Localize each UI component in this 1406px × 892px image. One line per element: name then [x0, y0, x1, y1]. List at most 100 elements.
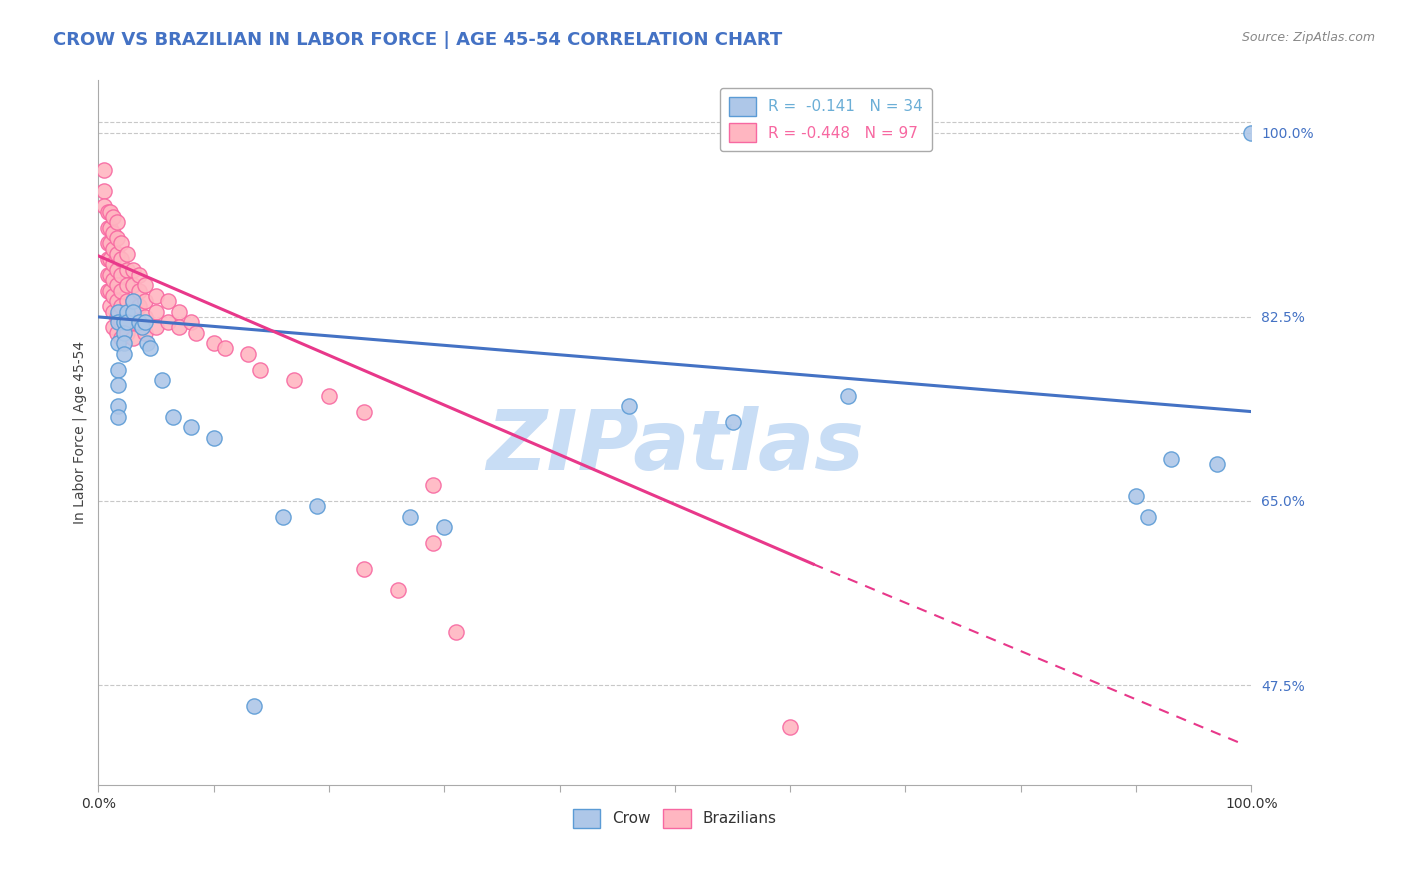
Point	[98, 204, 121, 219]
Point	[103, 226, 125, 240]
Point	[110, 315, 132, 329]
Point	[202, 336, 225, 351]
Point	[1136, 509, 1159, 524]
Point	[98, 236, 121, 251]
Y-axis label: In Labor Force | Age 45-54: In Labor Force | Age 45-54	[73, 341, 87, 524]
Point	[422, 478, 444, 492]
Point	[214, 342, 236, 356]
Point	[105, 215, 128, 229]
Point	[97, 220, 120, 235]
Point	[433, 520, 456, 534]
Point	[122, 294, 145, 309]
Point	[243, 699, 266, 714]
Point	[103, 210, 125, 224]
Point	[238, 347, 260, 361]
Point	[110, 252, 132, 266]
Point	[117, 294, 139, 309]
Point	[98, 220, 121, 235]
Point	[186, 326, 208, 340]
Point	[128, 315, 150, 329]
Point	[103, 242, 125, 256]
Point	[107, 315, 129, 329]
Point	[353, 562, 375, 576]
Point	[128, 300, 150, 314]
Point	[307, 500, 329, 514]
Point	[156, 294, 179, 309]
Point	[1240, 126, 1263, 140]
Point	[107, 400, 129, 414]
Point	[117, 310, 139, 324]
Point	[134, 278, 156, 293]
Point	[105, 294, 128, 309]
Point	[117, 278, 139, 293]
Point	[105, 247, 128, 261]
Point	[112, 315, 135, 329]
Point	[387, 583, 409, 598]
Point	[1125, 489, 1147, 503]
Point	[131, 320, 153, 334]
Point	[122, 315, 145, 329]
Point	[145, 289, 167, 303]
Point	[103, 289, 125, 303]
Point	[98, 252, 121, 266]
Point	[103, 273, 125, 287]
Point	[134, 326, 156, 340]
Point	[117, 304, 139, 318]
Point	[139, 342, 162, 356]
Point	[93, 184, 115, 198]
Legend: Crow, Brazilians: Crow, Brazilians	[567, 803, 783, 834]
Point	[167, 320, 190, 334]
Point	[156, 315, 179, 329]
Point	[110, 300, 132, 314]
Point	[107, 304, 129, 318]
Point	[318, 389, 340, 403]
Point	[93, 199, 115, 213]
Point	[97, 252, 120, 266]
Point	[110, 236, 132, 251]
Point	[105, 262, 128, 277]
Point	[97, 284, 120, 298]
Point	[271, 509, 294, 524]
Point	[98, 284, 121, 298]
Point	[117, 247, 139, 261]
Point	[721, 415, 744, 429]
Point	[98, 268, 121, 282]
Point	[112, 347, 135, 361]
Point	[117, 326, 139, 340]
Text: Source: ZipAtlas.com: Source: ZipAtlas.com	[1241, 31, 1375, 45]
Point	[98, 300, 121, 314]
Point	[180, 420, 202, 434]
Point	[103, 257, 125, 271]
Point	[117, 262, 139, 277]
Point	[134, 315, 156, 329]
Point	[134, 310, 156, 324]
Point	[103, 320, 125, 334]
Point	[112, 336, 135, 351]
Point	[122, 294, 145, 309]
Point	[110, 331, 132, 345]
Point	[93, 162, 115, 177]
Point	[1205, 457, 1227, 471]
Point	[122, 262, 145, 277]
Point	[353, 404, 375, 418]
Point	[422, 536, 444, 550]
Point	[162, 409, 184, 424]
Point	[103, 304, 125, 318]
Point	[105, 310, 128, 324]
Point	[128, 315, 150, 329]
Point	[112, 326, 135, 340]
Point	[135, 336, 157, 351]
Point	[107, 378, 129, 392]
Point	[779, 720, 801, 734]
Point	[283, 373, 305, 387]
Point	[97, 236, 120, 251]
Point	[105, 231, 128, 245]
Point	[1160, 451, 1182, 466]
Point	[97, 204, 120, 219]
Point	[107, 362, 129, 376]
Point	[444, 625, 467, 640]
Point	[398, 509, 420, 524]
Point	[128, 284, 150, 298]
Point	[122, 331, 145, 345]
Point	[110, 268, 132, 282]
